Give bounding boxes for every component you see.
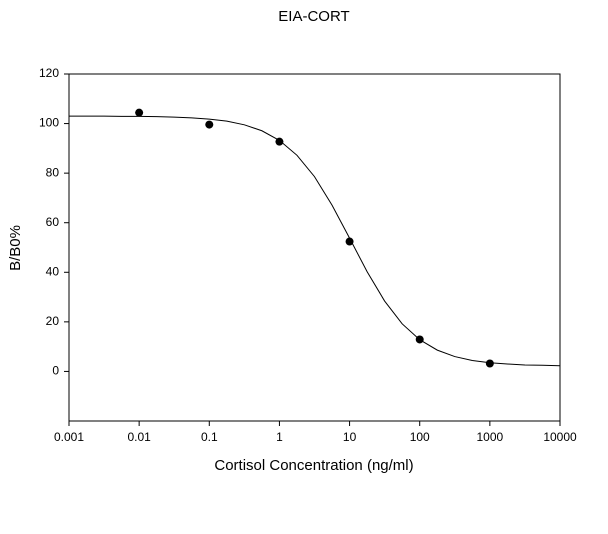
fit-curve [69, 115, 561, 367]
x-axis-label: Cortisol Concentration (ng/ml) [214, 457, 413, 474]
y-axis-label: B/B0% [7, 225, 24, 271]
y-tick-label: 0 [52, 364, 59, 378]
x-tick-label: 0.01 [127, 430, 151, 444]
y-tick-label: 80 [46, 165, 60, 179]
data-point [135, 108, 144, 117]
x-tick-label: 0.1 [201, 430, 218, 444]
y-tick-label: 40 [46, 264, 60, 278]
y-tick-label: 100 [39, 116, 59, 130]
y-tick-label: 20 [46, 314, 60, 328]
x-tick-label: 10000 [543, 430, 577, 444]
data-point [345, 237, 354, 246]
data-point [485, 359, 494, 368]
plot-frame [68, 73, 561, 422]
x-tick-label: 100 [410, 430, 430, 444]
chart-title: EIA-CORT [278, 8, 349, 25]
x-tick-label: 1000 [477, 430, 504, 444]
x-tick-label: 1 [276, 430, 283, 444]
y-tick-label: 120 [39, 66, 59, 80]
x-tick-label: 0.001 [54, 430, 84, 444]
data-point [205, 120, 214, 129]
x-tick-label: 10 [343, 430, 357, 444]
y-tick-label: 60 [46, 215, 60, 229]
